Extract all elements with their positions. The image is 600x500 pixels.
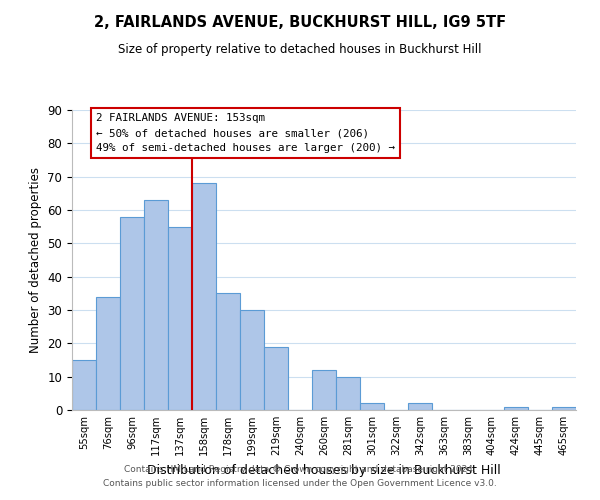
Bar [504, 406, 528, 410]
Bar [360, 404, 384, 410]
X-axis label: Distribution of detached houses by size in Buckhurst Hill: Distribution of detached houses by size … [147, 464, 501, 476]
Bar [552, 406, 576, 410]
Bar [144, 200, 168, 410]
Bar [192, 184, 216, 410]
Text: Contains HM Land Registry data © Crown copyright and database right 2024.
Contai: Contains HM Land Registry data © Crown c… [103, 466, 497, 487]
Bar [312, 370, 336, 410]
Bar [120, 216, 144, 410]
Bar [336, 376, 360, 410]
Text: 2, FAIRLANDS AVENUE, BUCKHURST HILL, IG9 5TF: 2, FAIRLANDS AVENUE, BUCKHURST HILL, IG9… [94, 15, 506, 30]
Text: 2 FAIRLANDS AVENUE: 153sqm
← 50% of detached houses are smaller (206)
49% of sem: 2 FAIRLANDS AVENUE: 153sqm ← 50% of deta… [96, 114, 395, 153]
Bar [240, 310, 264, 410]
Bar [72, 360, 96, 410]
Y-axis label: Number of detached properties: Number of detached properties [29, 167, 42, 353]
Bar [216, 294, 240, 410]
Bar [408, 404, 432, 410]
Bar [96, 296, 120, 410]
Bar [168, 226, 192, 410]
Text: Size of property relative to detached houses in Buckhurst Hill: Size of property relative to detached ho… [118, 42, 482, 56]
Bar [264, 346, 288, 410]
